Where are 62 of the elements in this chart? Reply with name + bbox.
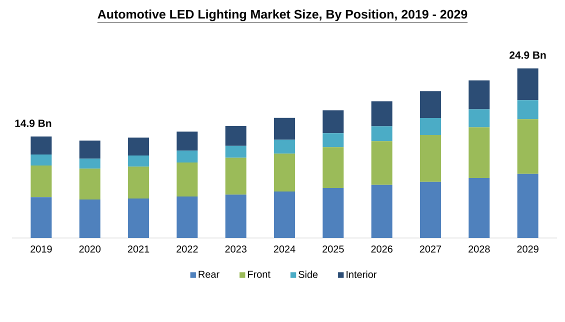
bar bbox=[517, 119, 538, 174]
x-tick-label: 2023 bbox=[225, 246, 246, 253]
bar bbox=[79, 158, 100, 169]
bar bbox=[79, 140, 100, 159]
bar bbox=[30, 136, 52, 155]
bar bbox=[322, 147, 344, 188]
bar bbox=[371, 184, 392, 238]
bar bbox=[322, 133, 344, 148]
bar bbox=[420, 91, 441, 118]
bar bbox=[420, 135, 441, 182]
bar bbox=[274, 154, 296, 192]
bar bbox=[371, 126, 392, 142]
annotation: 24.9 Bn bbox=[510, 51, 546, 59]
bar bbox=[79, 199, 100, 238]
bar bbox=[176, 132, 198, 151]
bar bbox=[371, 141, 392, 185]
bar bbox=[322, 188, 344, 238]
bar bbox=[274, 192, 296, 238]
bar bbox=[225, 194, 246, 238]
chart-title: Automotive LED Lighting Market Size, By Position, 2019 - 2029 bbox=[98, 10, 468, 22]
x-tick-label: 2027 bbox=[420, 246, 442, 253]
x-tick-label: 2029 bbox=[517, 246, 538, 253]
x-tick-label: 2021 bbox=[128, 246, 150, 253]
legend-label: Side bbox=[298, 270, 318, 278]
bar bbox=[176, 196, 198, 238]
x-tick-label: 2026 bbox=[371, 246, 392, 253]
bar bbox=[176, 150, 198, 163]
x-tick-label: 2025 bbox=[322, 246, 344, 253]
bar bbox=[420, 118, 441, 136]
x-tick-label: 2019 bbox=[30, 246, 52, 253]
bar bbox=[517, 68, 538, 100]
bar bbox=[30, 166, 52, 198]
bar bbox=[128, 156, 150, 167]
bar bbox=[225, 126, 246, 146]
bar bbox=[468, 109, 490, 128]
bar bbox=[30, 154, 52, 166]
bar bbox=[420, 182, 441, 238]
bar bbox=[225, 146, 246, 158]
x-tick-label: 2024 bbox=[274, 246, 296, 253]
bar bbox=[468, 178, 490, 238]
x-tick-label: 2028 bbox=[468, 246, 490, 253]
x-tick-label: 2020 bbox=[79, 246, 101, 253]
bar bbox=[322, 110, 344, 134]
annotation: 14.9 Bn bbox=[15, 120, 52, 128]
bar bbox=[128, 198, 150, 238]
bar bbox=[79, 168, 100, 200]
bar bbox=[176, 162, 198, 196]
x-tick-label: 2022 bbox=[176, 246, 198, 253]
legend-label: Front bbox=[248, 270, 270, 278]
bar bbox=[128, 166, 150, 198]
bar bbox=[371, 101, 392, 126]
bar bbox=[274, 140, 296, 154]
bar bbox=[517, 100, 538, 120]
bar bbox=[517, 174, 538, 238]
bar bbox=[468, 80, 490, 110]
bar bbox=[468, 127, 490, 178]
bar bbox=[274, 118, 296, 140]
legend-label: Interior bbox=[346, 270, 377, 278]
bar bbox=[225, 158, 246, 195]
legend-label: Rear bbox=[198, 270, 220, 278]
bar bbox=[128, 138, 150, 156]
bar bbox=[30, 197, 52, 238]
